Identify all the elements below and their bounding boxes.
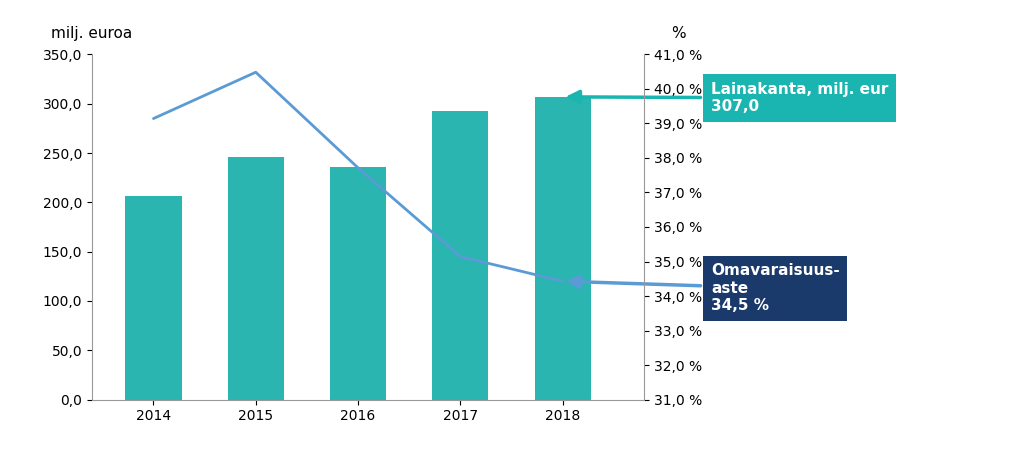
Text: milj. euroa: milj. euroa [50,26,132,41]
Text: %: % [671,26,686,41]
Text: Omavaraisuus-
aste
34,5 %: Omavaraisuus- aste 34,5 % [570,263,840,313]
Bar [227,157,283,400]
Bar [329,167,386,400]
Bar [125,197,181,400]
Bar [534,97,590,400]
Text: Lainakanta, milj. eur
307,0: Lainakanta, milj. eur 307,0 [570,82,888,114]
Bar [432,111,488,400]
